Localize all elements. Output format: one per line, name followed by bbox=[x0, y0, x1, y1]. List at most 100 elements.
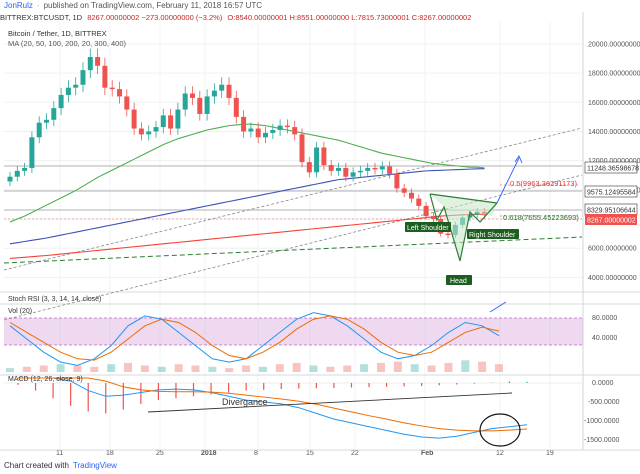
candle-body bbox=[58, 94, 64, 109]
macd-line bbox=[18, 377, 528, 439]
head-tag bbox=[446, 275, 472, 285]
candle-body bbox=[423, 205, 429, 217]
candle-body bbox=[80, 70, 86, 85]
price-label-3: 8329.95106644 bbox=[587, 208, 636, 215]
x-tick-label: 19 bbox=[546, 450, 554, 457]
stoch-tick-40: 40.0000 bbox=[592, 335, 617, 342]
x-tick-label: 25 bbox=[156, 450, 164, 457]
target-arrowhead bbox=[514, 155, 523, 164]
price-label-box-2 bbox=[584, 185, 638, 198]
symbol-line: BITTREX:BTCUSDT, 1D 8267.00000002 −273.0… bbox=[0, 12, 471, 23]
x-tick-label: 22 bbox=[351, 450, 359, 457]
candle-body bbox=[233, 97, 239, 117]
volume-bar bbox=[56, 364, 65, 372]
change: 8267.00000002 −273.00000000 (−3.2%) bbox=[87, 13, 223, 22]
y-tick-label: 20000.00000000 bbox=[588, 41, 640, 48]
candle-body bbox=[7, 176, 13, 182]
candle-body bbox=[248, 128, 254, 132]
macd-tick-1500: -1500.0000 bbox=[584, 437, 620, 444]
candle-body bbox=[445, 233, 451, 236]
published-text: published on TradingView.com, February 1… bbox=[43, 1, 263, 10]
left-shoulder-label: Left Shoulder bbox=[407, 225, 449, 232]
volume-bar bbox=[461, 360, 470, 372]
chart-canvas[interactable]: 11 18 25 2018 8 15 22 Feb 12 19 20000.00000000 180… bbox=[0, 0, 640, 458]
pattern-fill bbox=[430, 194, 497, 261]
volume-bar bbox=[39, 365, 48, 372]
x-tick-label: Feb bbox=[421, 450, 433, 457]
candle-body bbox=[372, 167, 378, 170]
volume-bar bbox=[107, 364, 116, 372]
volume-bar bbox=[242, 365, 251, 372]
macd-tick-500: -500.0000 bbox=[588, 399, 620, 406]
volume-bar bbox=[292, 362, 301, 372]
candle-body bbox=[131, 109, 137, 129]
neckline bbox=[429, 193, 498, 204]
candle-body bbox=[14, 170, 20, 177]
volume-bar bbox=[90, 366, 99, 372]
candle-body bbox=[379, 166, 385, 170]
stoch-d-line bbox=[9, 315, 500, 361]
candle-body bbox=[430, 216, 436, 220]
top-bar: JonRulz · published on TradingView.com, Fe… bbox=[0, 0, 640, 12]
candle-body bbox=[182, 93, 188, 110]
candle-body bbox=[270, 130, 276, 133]
volume-bar bbox=[124, 362, 133, 372]
green-support-line bbox=[3, 236, 583, 264]
candle-body bbox=[29, 137, 35, 168]
volume-pane bbox=[6, 360, 503, 372]
volume-bar bbox=[478, 361, 487, 372]
separator: · bbox=[36, 1, 40, 10]
candle-body bbox=[219, 84, 225, 91]
candle-body bbox=[153, 127, 159, 132]
candle-body bbox=[197, 97, 203, 114]
macd-label: MACD (12, 26, close, 9) bbox=[8, 376, 83, 383]
pane-borders bbox=[0, 12, 640, 451]
candle-body bbox=[401, 188, 407, 193]
candle-body bbox=[168, 115, 174, 129]
candle-body bbox=[117, 89, 122, 97]
x-axis: 11 18 25 2018 8 15 22 Feb 12 19 bbox=[56, 450, 554, 457]
volume-bar bbox=[208, 366, 217, 372]
macd-tick-1000: -1000.0000 bbox=[584, 418, 620, 425]
x-tick-label: 18 bbox=[106, 450, 114, 457]
right-shoulder-label: Right Shoulder bbox=[469, 232, 516, 239]
author-link[interactable]: JonRulz bbox=[4, 1, 33, 10]
candle-body bbox=[211, 90, 217, 97]
head-shoulders-pattern bbox=[429, 155, 580, 262]
volume-bar bbox=[225, 368, 234, 372]
candle-body bbox=[124, 96, 130, 110]
candle-body bbox=[409, 192, 414, 199]
candle-body bbox=[336, 167, 341, 171]
x-tick-label: 8 bbox=[254, 450, 258, 457]
volume-bar bbox=[444, 362, 453, 372]
y-tick-label: 6000.00000000 bbox=[588, 246, 637, 253]
candle-body bbox=[51, 108, 57, 120]
tradingview-brand[interactable]: TradingView bbox=[72, 461, 117, 470]
fib-label-0618: 0.618(7655.45223693) bbox=[503, 213, 579, 222]
volume-bar bbox=[495, 364, 503, 372]
candle-body bbox=[204, 96, 210, 114]
footer-text: Chart created with bbox=[4, 461, 69, 470]
volume-bar bbox=[326, 366, 335, 372]
volume-bar bbox=[191, 365, 200, 372]
ma-line bbox=[9, 123, 485, 223]
candle-body bbox=[95, 57, 101, 66]
volume-bar bbox=[410, 364, 419, 372]
ma-line bbox=[9, 168, 485, 245]
x-tick-label: 2018 bbox=[201, 450, 217, 457]
candle-body bbox=[277, 125, 283, 130]
candle-body bbox=[314, 147, 320, 173]
y-tick-label: 18000.00000000 bbox=[588, 71, 640, 78]
price-label-1: 11248.36598678 bbox=[587, 166, 639, 173]
y-axis: 20000.00000000 18000.00000000 16000.000000… bbox=[588, 41, 640, 282]
candle-body bbox=[36, 122, 42, 138]
candle-body bbox=[241, 116, 247, 132]
vol-label: Vol (20) bbox=[8, 308, 32, 315]
volume-bar bbox=[275, 364, 284, 372]
ohlc: O:8540.00000001 H:8551.00000000 L:7815.7… bbox=[227, 13, 472, 22]
candle-body bbox=[328, 165, 334, 171]
candle-body bbox=[321, 147, 327, 166]
volume-bar bbox=[22, 366, 31, 372]
trendlines bbox=[3, 127, 583, 321]
stoch-arrow bbox=[489, 301, 507, 313]
